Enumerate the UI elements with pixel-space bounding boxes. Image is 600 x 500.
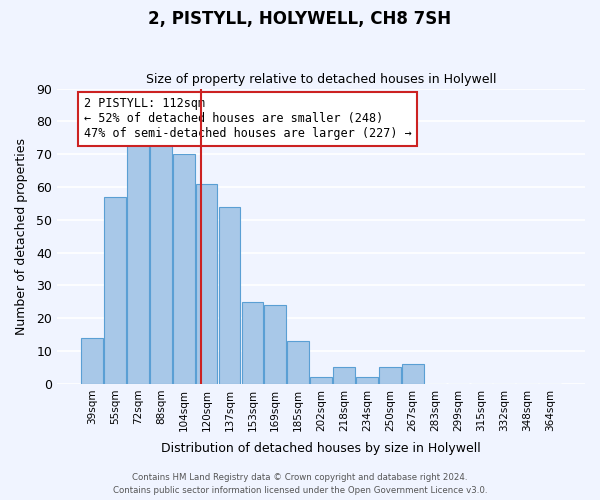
Bar xyxy=(150,141,172,384)
Text: Contains HM Land Registry data © Crown copyright and database right 2024.
Contai: Contains HM Land Registry data © Crown c… xyxy=(113,474,487,495)
Bar xyxy=(196,184,217,384)
Text: 2, PISTYLL, HOLYWELL, CH8 7SH: 2, PISTYLL, HOLYWELL, CH8 7SH xyxy=(148,10,452,28)
Bar xyxy=(310,378,332,384)
Title: Size of property relative to detached houses in Holywell: Size of property relative to detached ho… xyxy=(146,73,496,86)
Bar xyxy=(104,197,126,384)
Y-axis label: Number of detached properties: Number of detached properties xyxy=(15,138,28,334)
Bar xyxy=(265,305,286,384)
Bar xyxy=(379,368,401,384)
Text: 2 PISTYLL: 112sqm
← 52% of detached houses are smaller (248)
47% of semi-detache: 2 PISTYLL: 112sqm ← 52% of detached hous… xyxy=(83,98,412,140)
Bar xyxy=(173,154,194,384)
Bar xyxy=(402,364,424,384)
Bar xyxy=(287,341,309,384)
Bar xyxy=(242,302,263,384)
X-axis label: Distribution of detached houses by size in Holywell: Distribution of detached houses by size … xyxy=(161,442,481,455)
Bar xyxy=(356,378,378,384)
Bar xyxy=(127,141,149,384)
Bar xyxy=(81,338,103,384)
Bar xyxy=(333,368,355,384)
Bar xyxy=(218,206,241,384)
